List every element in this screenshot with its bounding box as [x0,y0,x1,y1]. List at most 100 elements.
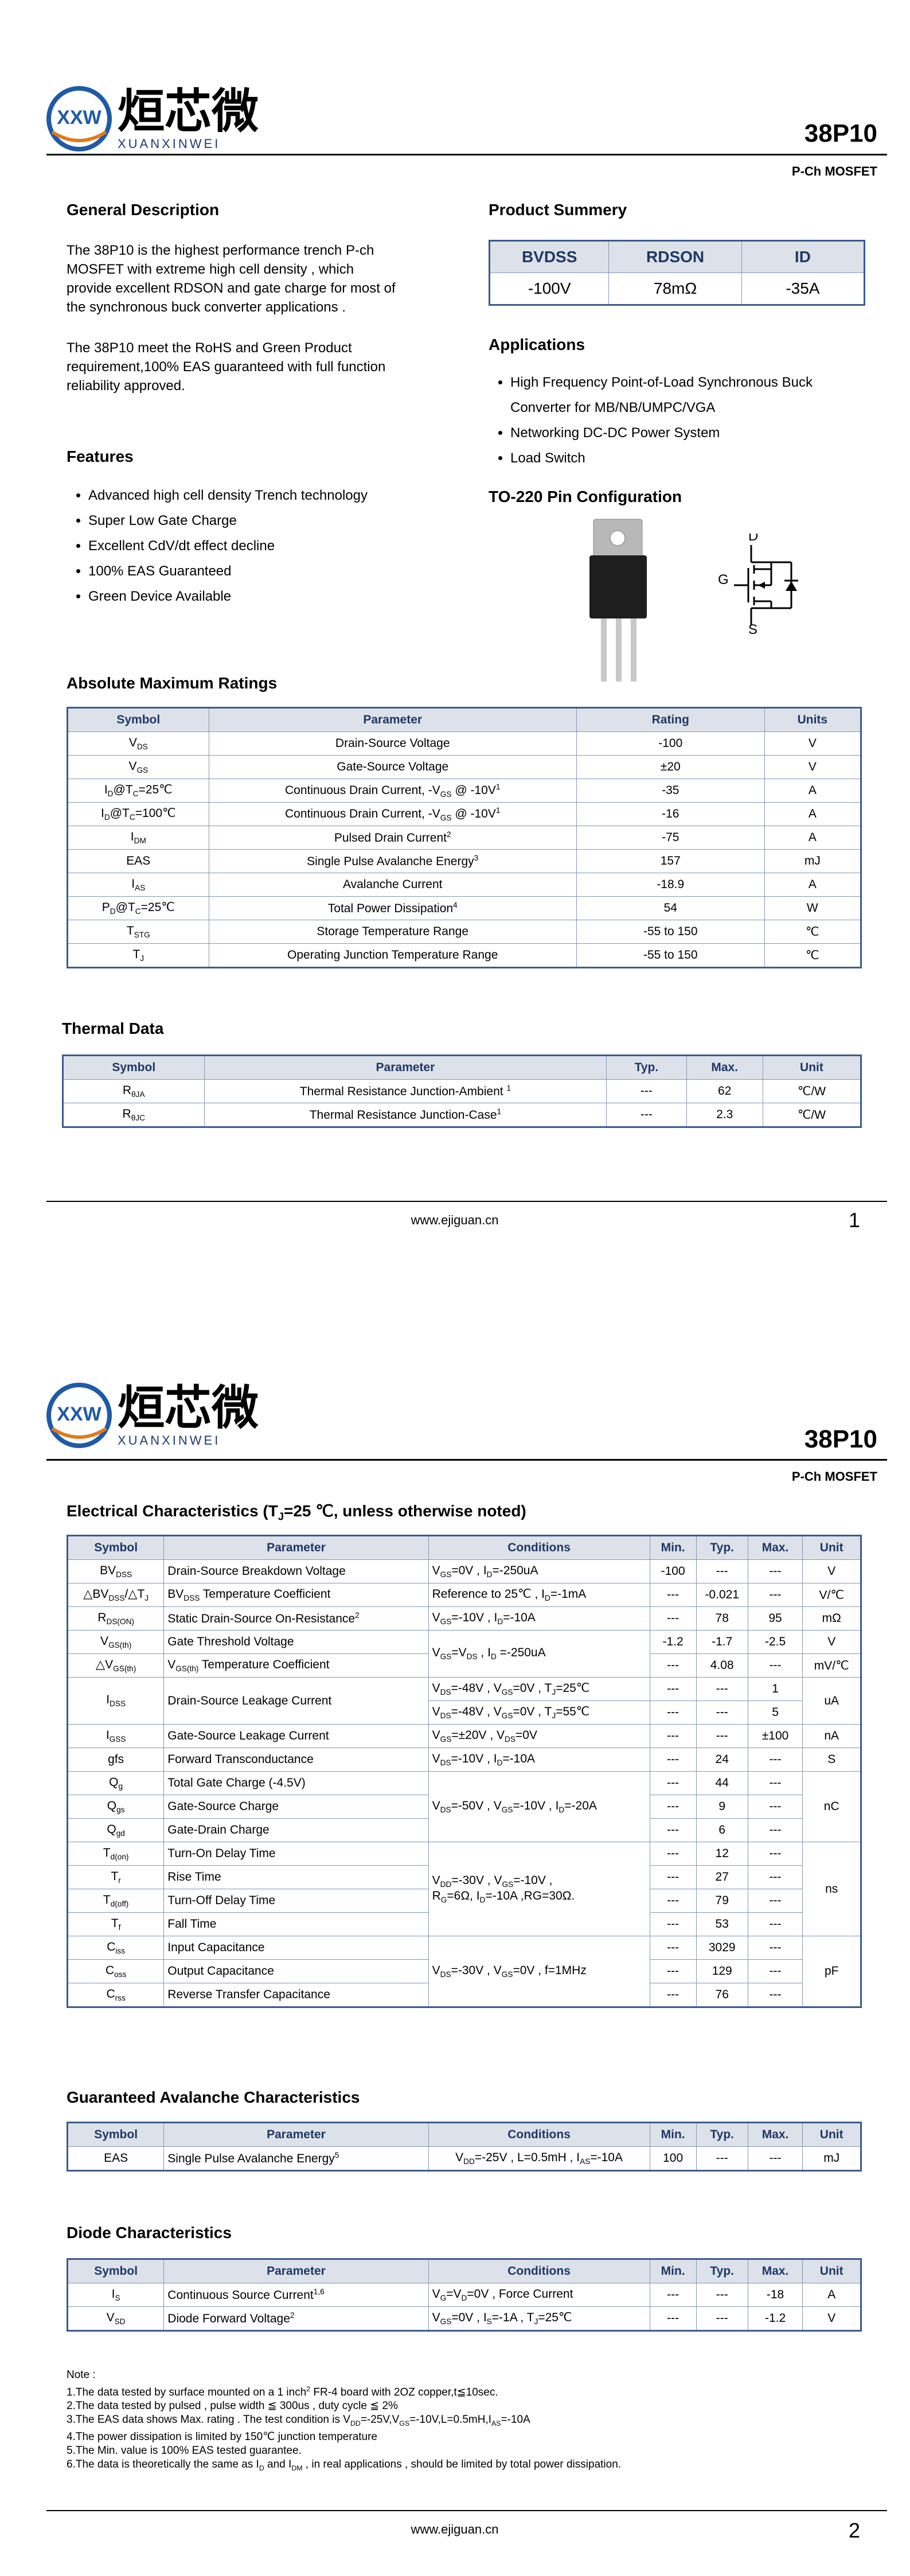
subscript: GS [136,766,149,775]
superscript: 2 [306,2385,311,2393]
table-cell: 1 [747,1677,803,1701]
text: Rise Time [167,1870,221,1884]
text: V [432,1563,440,1577]
table-cell: ±100 [747,1724,803,1748]
subscript: DS(ON) [106,1617,134,1626]
table-row: Tr Rise Time --- 27 --- [67,1865,861,1889]
subscript: DS [466,1652,478,1661]
text: Rating [651,713,689,726]
part-number: 38P10 [804,119,877,147]
text: --- [667,1894,679,1907]
table-row: IS Continuous Source Current1,6 VG=VD=0V ,… [67,2283,861,2307]
text: ±100 [761,1729,789,1742]
table-cell: VGS [67,755,209,779]
table-cell: --- [649,1959,697,1983]
text: =-10A [590,2150,623,2164]
table-cell: 3029 [696,1936,748,1960]
table-cell: RθJA [63,1079,205,1103]
table-cell: 78 [696,1606,748,1631]
table-cell: --- [747,1583,803,1607]
table-cell: -55 to 150 [576,920,765,944]
text: Min. [661,2264,685,2278]
text: V [827,1565,836,1578]
footer-url: www.ejiguan.cn [411,1213,499,1227]
table-cell: 54 [576,896,765,920]
table-cell: Thermal Resistance Junction-Ambient 1 [204,1079,607,1103]
text: Conditions [507,2264,571,2278]
table-cell: --- [649,1983,697,2007]
text: 78mΩ [653,279,697,297]
table-cell: -100 [649,1559,697,1583]
table-cell: ±20 [576,755,765,779]
text: Min. [661,2128,685,2141]
text: Unit [819,1541,843,1554]
subscript: r [118,1876,121,1885]
table-cell: --- [747,1936,803,1960]
text: --- [667,1988,679,2001]
text: =0V , f=1MHz [513,1963,587,1977]
subscript: GS [502,1880,514,1889]
section-title: Diode Characteristics [67,2224,232,2242]
text: Diode Forward Voltage [167,2312,290,2325]
header-cell: Symbol [67,1535,165,1560]
table-cell: IS [67,2283,165,2307]
text: --- [640,1084,653,1098]
text: =0V , I [451,1563,487,1577]
text: =0V [515,1728,537,1742]
subscript: D [479,1895,486,1904]
text: P [101,901,110,915]
table-cell: --- [696,2146,748,2171]
text: 4.08 [710,1659,734,1672]
subscript: GSS [109,1735,126,1744]
text: I [106,1693,110,1707]
table-cell: mJ [802,2146,861,2171]
text: --- [667,1776,679,1789]
subscript: D [497,1617,503,1626]
table-cell: -16 [576,802,765,826]
brand-en: XUANXINWEI [118,1433,221,1447]
table-cell: uA [802,1677,861,1725]
text: =-10V , [513,1874,553,1888]
table-cell: BVDSS [67,1559,165,1583]
table-cell: Drain-Source Breakdown Voltage [163,1559,429,1583]
text: 76 [715,1988,729,2001]
text: --- [769,1659,782,1672]
list-item: 100% EAS Guaranteed [88,559,455,584]
subscript: D [461,2294,467,2303]
ratings-table: Symbol Parameter Rating Units VDS Drain-Sourc… [67,707,862,968]
header-cell: Parameter [163,2122,429,2147]
text: ℃ [806,925,819,939]
header-cell: Parameter [163,2259,429,2283]
text: Gate-Source Leakage Current [167,1729,329,1742]
table-cell: IDSS [67,1677,165,1725]
table-row: -100V 78mΩ -35A [489,273,865,305]
table-cell: -75 [576,826,765,850]
text: /△T [124,1587,145,1601]
table-cell: --- [649,1842,697,1866]
summary-table: BVDSS RDSON ID -100V 78mΩ -35A [489,240,865,306]
section-title: Features [67,448,134,465]
note: 3.The EAS data shows Max. rating . The t… [67,2413,869,2430]
text: ±20 [660,760,681,773]
text: --- [716,1729,728,1742]
table-cell: △VGS(th) [67,1653,165,1678]
table-row: RθJC Thermal Resistance Junction-Case1 ---… [63,1103,862,1127]
text: 95 [768,1612,782,1625]
header-cell: Typ. [696,2122,748,2147]
table-row: Tf Fall Time --- 53 --- [67,1912,861,1936]
text: BV [100,1563,116,1577]
list-item: Excellent CdV/dt effect decline [88,534,455,559]
text: Green Device Available [88,589,232,604]
text: =-1mA [550,1587,587,1601]
section-title: Applications [489,336,585,353]
table-cell: -100V [489,273,610,305]
text: @T [110,807,130,820]
table-cell: A [802,2283,861,2307]
table-cell: --- [747,1771,803,1795]
table-row: △VGS(th) VGS(th) Temperature Coefficient -… [67,1653,861,1678]
header-cell: Typ. [606,1055,687,1080]
subscript: DSS [116,1570,132,1579]
superscript: 2 [290,2311,295,2320]
logo-text: XXW [57,1403,101,1425]
table-cell: Avalanche Current [208,873,577,897]
